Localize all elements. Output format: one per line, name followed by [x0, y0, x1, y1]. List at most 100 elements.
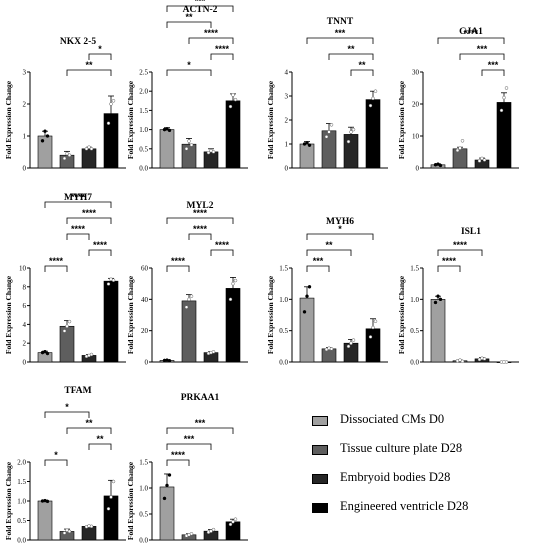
data-point [45, 499, 50, 504]
data-point [109, 495, 113, 499]
data-point [187, 139, 191, 143]
bar [37, 135, 53, 169]
y-tick-label: 1.5 [139, 459, 148, 467]
data-point [233, 517, 238, 521]
y-tick-label: 1 [285, 141, 289, 149]
significance-bracket [66, 69, 112, 76]
y-tick-label: 20 [412, 101, 420, 109]
data-point [89, 524, 94, 529]
legend-label: Engineered ventricle D28 [340, 499, 469, 513]
y-tick-label: 2 [285, 117, 289, 125]
significance-bracket [188, 37, 234, 44]
bar [299, 297, 315, 363]
data-point [45, 351, 50, 356]
data-point [307, 285, 312, 289]
y-axis-label: Fold Expression Change [126, 461, 135, 540]
significance-bracket [66, 233, 90, 240]
data-point [87, 145, 91, 149]
y-tick-label: 1.0 [17, 498, 26, 506]
significance-label: **** [193, 208, 208, 218]
significance-label: *** [195, 0, 206, 6]
data-point [187, 297, 191, 302]
significance-bracket [306, 37, 374, 44]
data-point [165, 127, 169, 131]
y-axis-label: Fold Expression Change [4, 461, 13, 540]
significance-bracket [88, 443, 112, 450]
data-point [231, 520, 235, 524]
y-tick-label: 0.0 [17, 537, 26, 543]
y-tick-label: 10 [19, 265, 27, 273]
data-point [189, 532, 194, 536]
bar [181, 300, 197, 363]
y-tick-label: 2 [23, 101, 27, 109]
significance-label: ** [85, 60, 93, 70]
significance-label: **** [49, 256, 64, 266]
data-point [233, 97, 238, 102]
data-point [43, 349, 47, 354]
bar [159, 129, 175, 169]
data-point [368, 103, 373, 108]
significance-bracket [481, 69, 505, 76]
data-point [433, 300, 438, 305]
data-point [89, 352, 94, 357]
bar [37, 352, 53, 363]
significance-bracket [166, 5, 234, 12]
data-point [228, 297, 233, 302]
chart-title: MYL2 [187, 201, 214, 211]
y-tick-label: 1.0 [410, 296, 419, 304]
data-point [106, 282, 111, 286]
data-point [45, 134, 50, 138]
y-tick-label: 1.0 [139, 485, 148, 493]
significance-bracket [166, 21, 212, 28]
bar [103, 113, 119, 169]
bar [430, 299, 446, 363]
data-point [502, 95, 506, 100]
significance-label: **** [215, 44, 230, 54]
data-point [167, 358, 172, 363]
significance-label: **** [204, 28, 219, 38]
chart-title: NKX 2-5 [60, 37, 96, 47]
y-tick-label: 4 [285, 69, 289, 77]
y-tick-label: 1.0 [139, 126, 148, 134]
data-point [189, 143, 194, 147]
bar [321, 348, 337, 363]
significance-bracket [328, 53, 374, 60]
data-point [106, 121, 111, 125]
data-point [109, 102, 113, 106]
data-point [346, 344, 351, 349]
bar [225, 288, 241, 363]
data-point [351, 127, 356, 132]
data-point [233, 278, 238, 283]
y-tick-label: 60 [141, 265, 149, 273]
significance-bracket [188, 233, 212, 240]
data-point [438, 297, 443, 302]
data-point [371, 325, 375, 330]
data-point [184, 305, 189, 309]
significance-bracket [437, 249, 483, 256]
significance-label: *** [184, 434, 195, 444]
significance-label: **** [193, 224, 208, 234]
legend-swatch [312, 474, 328, 484]
data-point [62, 156, 67, 161]
y-tick-label: 0.0 [410, 359, 419, 367]
y-tick-label: 30 [412, 69, 420, 77]
data-point [373, 319, 378, 324]
data-point [477, 159, 482, 163]
data-point [65, 324, 69, 329]
data-point [305, 294, 309, 298]
legend-swatch [312, 445, 328, 455]
data-point [455, 148, 460, 153]
y-tick-label: 3 [285, 93, 289, 101]
significance-bracket [166, 265, 190, 272]
significance-bracket [210, 249, 234, 256]
y-tick-label: 1 [23, 133, 27, 141]
y-tick-label: 2.0 [17, 459, 26, 467]
data-point [371, 96, 375, 101]
data-point [189, 294, 194, 298]
data-point [111, 278, 116, 282]
y-tick-label: 1.5 [279, 265, 288, 273]
y-axis-label: Fold Expression Change [397, 275, 406, 354]
legend-swatch [312, 416, 328, 426]
bar [159, 486, 175, 541]
y-axis-label: Fold Expression Change [4, 275, 13, 354]
